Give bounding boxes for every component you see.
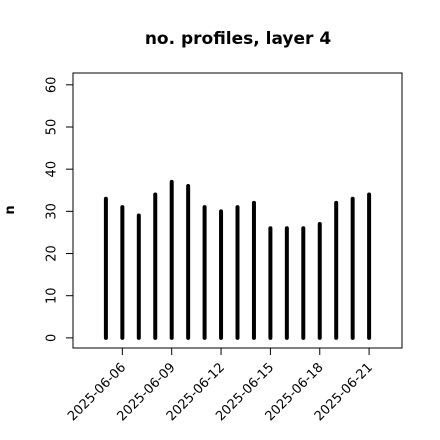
y-tick-label: 10 — [45, 287, 60, 304]
y-tick-label: 0 — [45, 334, 60, 342]
y-axis-label: n — [3, 205, 18, 214]
y-tick-label: 20 — [45, 245, 60, 262]
y-tick-label: 50 — [45, 119, 60, 136]
plot-frame — [72, 72, 403, 349]
chart-title: no. profiles, layer 4 — [145, 29, 332, 49]
y-tick-label: 40 — [45, 161, 60, 178]
y-tick-label: 30 — [45, 203, 60, 220]
y-tick-label: 60 — [45, 77, 60, 94]
